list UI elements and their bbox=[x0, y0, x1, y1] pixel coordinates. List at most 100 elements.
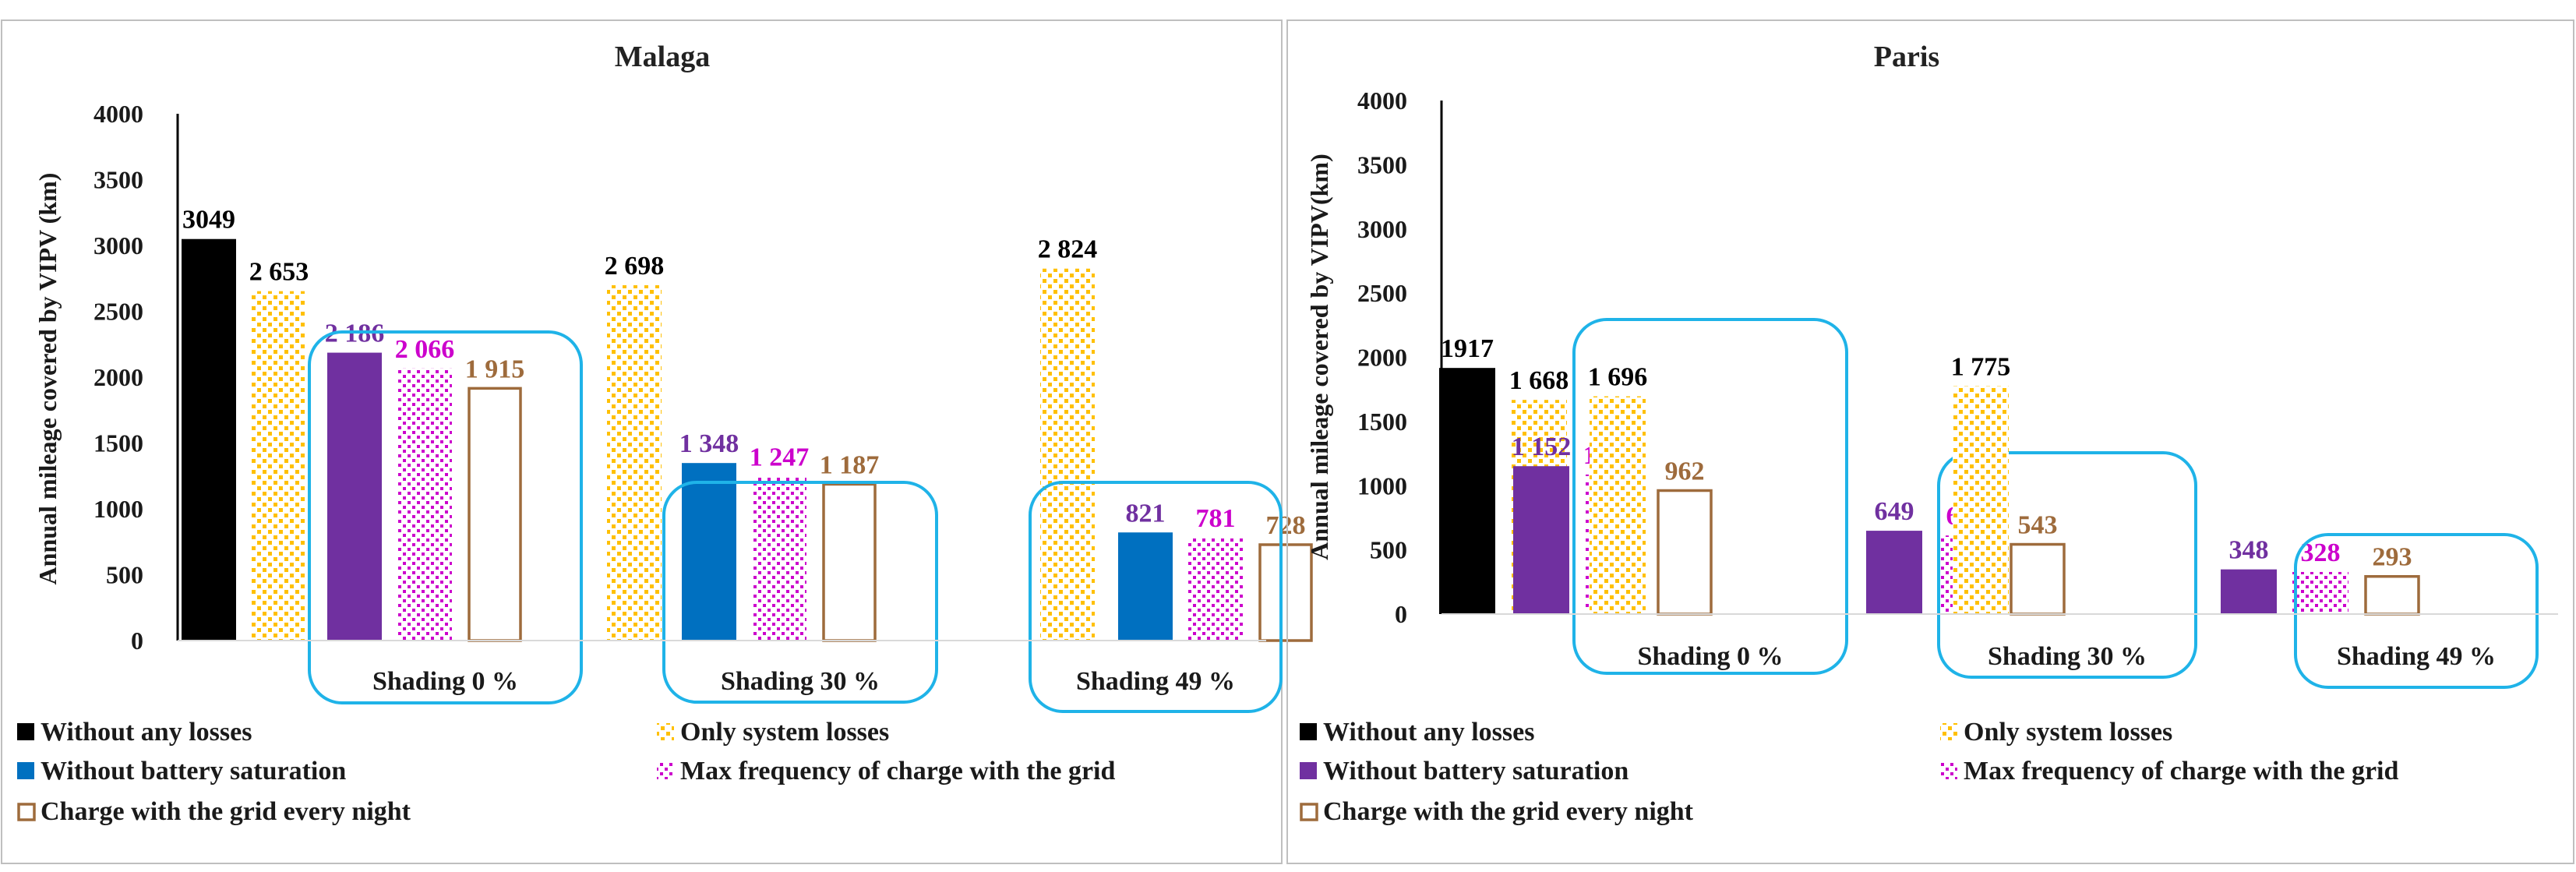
y-tick-label: 0 bbox=[1395, 600, 1407, 628]
legend-item-max-frequency-of-charge-with-the-grid: Max frequency of charge with the grid bbox=[1940, 757, 2398, 786]
y-tick-label: 0 bbox=[131, 627, 143, 655]
legend-swatch bbox=[1300, 762, 1317, 779]
bar-charge-with-the-grid-every-night bbox=[2364, 574, 2420, 616]
data-label: 2 824 bbox=[1038, 235, 1098, 264]
legend-label: Only system losses bbox=[680, 718, 889, 747]
y-tick-label: 500 bbox=[1370, 536, 1407, 564]
data-label: 2 066 bbox=[395, 335, 455, 364]
bar-without-battery-saturation bbox=[682, 463, 736, 641]
category-label: Shading 0 % bbox=[1637, 642, 1783, 671]
data-label: 2 653 bbox=[249, 258, 309, 287]
y-tick-label: 3000 bbox=[94, 231, 143, 259]
bar-only-system-losses bbox=[1040, 268, 1095, 641]
category-label: Shading 0 % bbox=[372, 667, 518, 696]
shading-group-box bbox=[662, 481, 938, 704]
legend-label: Only system losses bbox=[1964, 718, 2172, 747]
shading-group-box bbox=[308, 330, 583, 704]
legend-label: Without any losses bbox=[1323, 718, 1534, 747]
shading-group-box bbox=[1937, 451, 2197, 679]
legend-swatch bbox=[657, 762, 674, 779]
data-label: 3049 bbox=[182, 206, 235, 235]
bar-without-any-losses bbox=[1439, 368, 1495, 614]
bar-max-frequency-of-charge-with-the-grid bbox=[2292, 571, 2348, 614]
category-label: Shading 30 % bbox=[721, 667, 880, 696]
data-label: 1 696 bbox=[1588, 363, 1648, 392]
legend-swatch bbox=[17, 803, 36, 821]
chart-title: Paris bbox=[1874, 41, 1939, 73]
data-label: 1 247 bbox=[750, 443, 810, 471]
y-tick-label: 2500 bbox=[94, 298, 143, 326]
legend-item-only-system-losses: Only system losses bbox=[1940, 718, 2172, 747]
data-label: 293 bbox=[2373, 543, 2412, 572]
y-tick-label: 2000 bbox=[1357, 344, 1407, 372]
legend-swatch bbox=[657, 723, 674, 740]
legend-item-only-system-losses: Only system losses bbox=[657, 718, 889, 747]
legend-item-without-any-losses: Without any losses bbox=[1300, 718, 1534, 747]
data-label: 1 775 bbox=[1951, 353, 2011, 382]
legend-label: Without battery saturation bbox=[1323, 757, 1629, 786]
legend-label: Without battery saturation bbox=[41, 757, 346, 786]
chart-border bbox=[1286, 19, 2574, 864]
bar-without-battery-saturation bbox=[1118, 532, 1173, 641]
y-tick-label: 1000 bbox=[94, 495, 143, 523]
data-label: 649 bbox=[1875, 497, 1914, 526]
data-label: 821 bbox=[1126, 499, 1166, 528]
y-axis-label: Annual mileage covered by VIPV(km) bbox=[1305, 154, 1333, 560]
y-tick-label: 3000 bbox=[1357, 215, 1407, 243]
data-label: 1 668 bbox=[1509, 366, 1569, 395]
data-label: 962 bbox=[1665, 457, 1705, 486]
legend-label: Without any losses bbox=[41, 718, 252, 747]
data-label: 1 915 bbox=[465, 355, 525, 383]
legend-swatch bbox=[1940, 762, 1957, 779]
legend-item-charge-with-the-grid-every-night: Charge with the grid every night bbox=[17, 797, 411, 826]
data-label: 543 bbox=[2018, 511, 2058, 540]
bar-only-system-losses bbox=[607, 285, 662, 641]
category-label: Shading 30 % bbox=[1988, 642, 2147, 671]
chart-malaga: Malaga 0 500 1000 1500 2000 2500 3000 3500 4000 An… bbox=[1, 19, 1313, 864]
y-tick-label: 1500 bbox=[94, 429, 143, 457]
y-tick-label: 4000 bbox=[1357, 86, 1407, 115]
legend-item-without-battery-saturation: Without battery saturation bbox=[17, 757, 346, 786]
category-label: Shading 49 % bbox=[2337, 642, 2496, 671]
y-tick-label: 1000 bbox=[1357, 471, 1407, 500]
data-label: 1 348 bbox=[679, 429, 739, 458]
legend-item-max-frequency-of-charge-with-the-grid: Max frequency of charge with the grid bbox=[657, 757, 1115, 786]
y-tick-label: 4000 bbox=[94, 100, 143, 128]
bar-only-system-losses bbox=[1953, 386, 2009, 614]
bar-without-any-losses bbox=[182, 238, 236, 641]
bar-without-battery-saturation bbox=[1866, 531, 1922, 614]
y-tick-label: 3500 bbox=[1357, 150, 1407, 178]
bar-only-system-losses bbox=[252, 291, 306, 641]
y-tick-label: 2500 bbox=[1357, 279, 1407, 307]
bar-without-battery-saturation bbox=[2221, 569, 2277, 614]
legend-label: Charge with the grid every night bbox=[1323, 797, 1694, 826]
legend-label: Max frequency of charge with the grid bbox=[1964, 757, 2398, 786]
y-tick-label: 3500 bbox=[94, 166, 143, 194]
y-tick-label: 1500 bbox=[1357, 408, 1407, 436]
legend-label: Charge with the grid every night bbox=[41, 797, 411, 826]
data-label: 1 187 bbox=[820, 450, 880, 479]
chart-paris: Paris 0 500 1000 1500 2000 2500 3000 3500 4000 Ann… bbox=[1286, 19, 2574, 864]
chart-title: Malaga bbox=[615, 41, 710, 73]
shading-group-box bbox=[1572, 318, 1848, 675]
data-label: 1917 bbox=[1441, 334, 1494, 363]
category-label: Shading 49 % bbox=[1076, 667, 1235, 696]
data-label: 781 bbox=[1196, 504, 1236, 533]
bar-charge-with-the-grid-every-night bbox=[1657, 489, 1713, 616]
shading-group-box bbox=[1029, 481, 1283, 713]
bar-max-frequency-of-charge-with-the-grid bbox=[752, 476, 806, 641]
shading-group-box bbox=[2294, 533, 2539, 689]
bar-charge-with-the-grid-every-night bbox=[468, 387, 522, 642]
y-tick-label: 2000 bbox=[94, 363, 143, 391]
chart-border bbox=[1, 19, 1283, 864]
data-label: 2 698 bbox=[605, 252, 665, 281]
data-label: 728 bbox=[1266, 511, 1306, 540]
legend-swatch bbox=[17, 762, 34, 779]
legend-swatch bbox=[17, 723, 34, 740]
legend-swatch bbox=[1940, 723, 1957, 740]
bar-charge-with-the-grid-every-night bbox=[2010, 542, 2066, 616]
data-label: 1 152 bbox=[1512, 432, 1572, 461]
bar-max-frequency-of-charge-with-the-grid bbox=[1188, 538, 1243, 641]
